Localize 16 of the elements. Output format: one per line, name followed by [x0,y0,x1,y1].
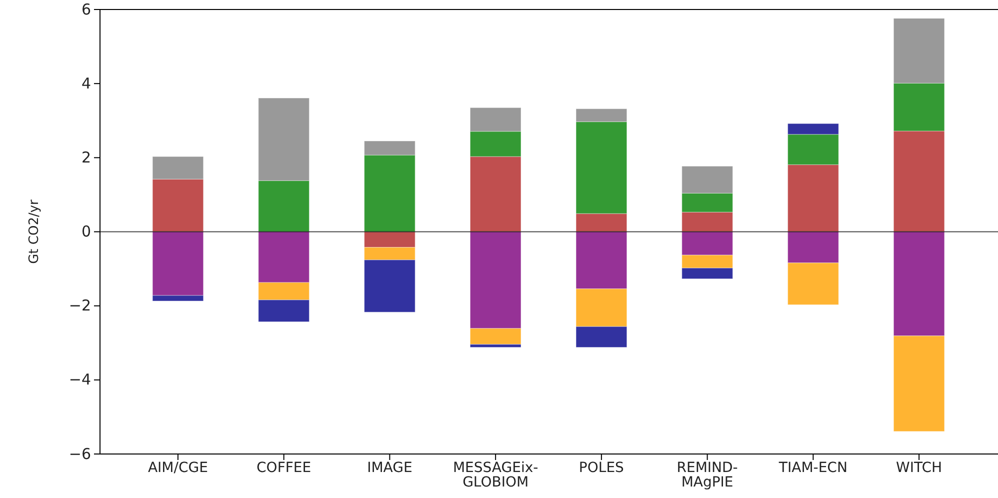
y-tick-label: −6 [68,444,91,463]
x-tick-label: IMAGE [367,460,412,476]
x-tick-label: POLES [578,460,624,476]
x-tick-label: COFFEE [256,460,312,476]
y-tick-label: 4 [81,74,91,92]
x-tick-label: REMIND- MAgPIE [676,460,738,491]
y-tick-label: 6 [81,0,91,18]
y-axis-title: Gt CO2/yr [27,198,42,264]
x-tick-label: MESSAGEix- GLOBIOM [452,460,538,491]
y-tick-label: 0 [81,222,91,241]
x-tick-label: AIM/CGE [148,460,208,476]
y-tick-label: −4 [68,370,91,389]
y-tick-label: −2 [68,296,91,315]
y-tick-label: 2 [81,148,91,166]
x-tick-label: TIAM-ECN [778,460,848,476]
x-tick-label: WITCH [896,460,942,476]
